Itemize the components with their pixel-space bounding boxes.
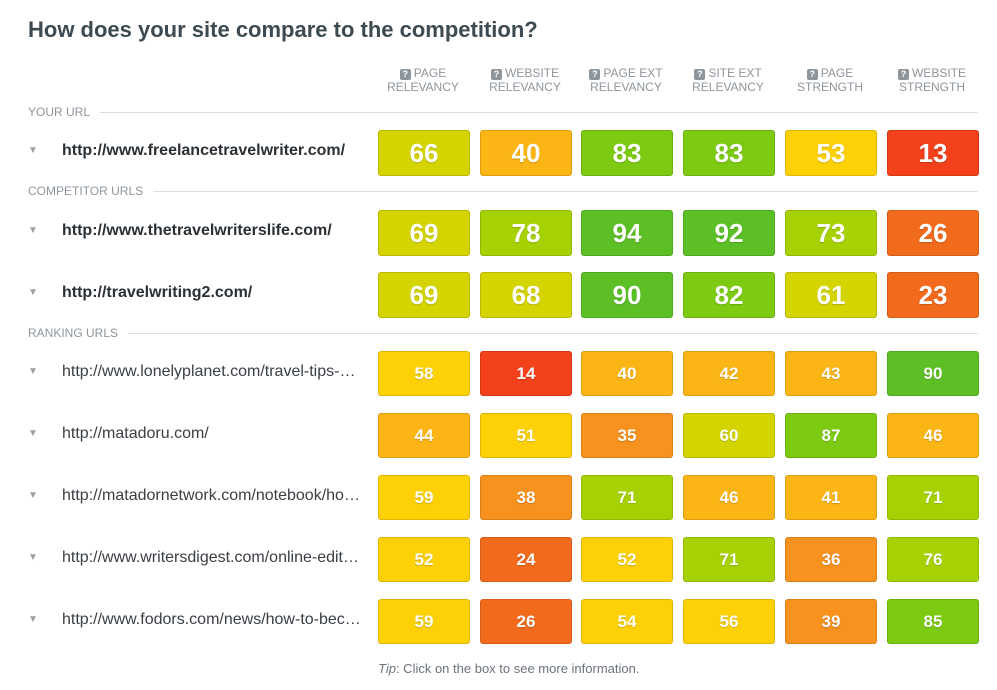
expand-caret-icon[interactable]: ▼ — [28, 145, 38, 156]
score-box[interactable]: 46 — [887, 413, 979, 458]
help-icon[interactable]: ? — [694, 69, 706, 80]
expand-caret-icon[interactable]: ▼ — [28, 365, 38, 377]
column-header-line2: RELEVANCY — [489, 80, 561, 94]
score-box[interactable]: 26 — [480, 599, 572, 644]
column-header-line1: WEBSITE — [911, 66, 966, 80]
score-box[interactable]: 94 — [581, 210, 673, 256]
score-box[interactable]: 85 — [887, 599, 979, 644]
score-box[interactable]: 40 — [581, 351, 673, 396]
column-header[interactable]: ? PAGE EXT RELEVANCY — [580, 66, 672, 94]
score-box[interactable]: 26 — [887, 210, 979, 256]
score-box[interactable]: 71 — [581, 475, 673, 520]
row-url[interactable]: http://matadornetwork.com/notebook/ho… — [62, 486, 360, 504]
score-box[interactable]: 71 — [683, 537, 775, 582]
section-ranking-urls: RANKING URLS — [28, 326, 978, 340]
section-competitor-urls: COMPETITOR URLS — [28, 184, 978, 198]
score-box[interactable]: 61 — [785, 272, 877, 318]
score-box[interactable]: 73 — [785, 210, 877, 256]
column-header-line1: WEBSITE — [504, 66, 559, 80]
score-box[interactable]: 14 — [480, 351, 572, 396]
score-box[interactable]: 42 — [683, 351, 775, 396]
score-box[interactable]: 39 — [785, 599, 877, 644]
tip-text: Tip: Click on the box to see more inform… — [378, 661, 640, 676]
row-url[interactable]: http://matadoru.com/ — [62, 424, 209, 442]
score-box[interactable]: 38 — [480, 475, 572, 520]
score-box[interactable]: 41 — [785, 475, 877, 520]
score-box[interactable]: 66 — [378, 130, 470, 176]
score-box[interactable]: 69 — [378, 272, 470, 318]
score-box[interactable]: 68 — [480, 272, 572, 318]
section-label: RANKING URLS — [28, 326, 119, 340]
score-box[interactable]: 59 — [378, 475, 470, 520]
help-icon[interactable]: ? — [589, 69, 601, 80]
column-header-line1: PAGE — [413, 66, 447, 80]
column-header-line1: PAGE — [820, 66, 854, 80]
column-header[interactable]: ? WEBSITE RELEVANCY — [479, 66, 571, 94]
row-url[interactable]: http://travelwriting2.com/ — [62, 284, 253, 301]
score-box[interactable]: 40 — [480, 130, 572, 176]
column-header-line1: SITE EXT — [708, 66, 762, 80]
section-your-url: YOUR URL — [28, 105, 978, 119]
column-header-line2: STRENGTH — [899, 80, 965, 94]
divider — [100, 111, 978, 113]
row-url[interactable]: http://www.lonelyplanet.com/travel-tips-… — [62, 362, 356, 380]
row-url[interactable]: http://www.writersdigest.com/online-edit… — [62, 548, 359, 566]
score-box[interactable]: 35 — [581, 413, 673, 458]
score-box[interactable]: 51 — [480, 413, 572, 458]
divider — [153, 190, 978, 192]
help-icon[interactable]: ? — [490, 69, 502, 80]
section-label: YOUR URL — [28, 105, 91, 119]
column-header-line2: RELEVANCY — [590, 80, 662, 94]
score-box[interactable]: 83 — [581, 130, 673, 176]
column-header-line2: STRENGTH — [797, 80, 863, 94]
score-box[interactable]: 23 — [887, 272, 979, 318]
expand-caret-icon[interactable]: ▼ — [28, 489, 38, 501]
score-box[interactable]: 58 — [378, 351, 470, 396]
score-box[interactable]: 36 — [785, 537, 877, 582]
score-box[interactable]: 69 — [378, 210, 470, 256]
section-label: COMPETITOR URLS — [28, 184, 144, 198]
column-header-line1: PAGE EXT — [603, 66, 663, 80]
page-title: How does your site compare to the compet… — [28, 17, 538, 42]
score-box[interactable]: 52 — [378, 537, 470, 582]
score-box[interactable]: 43 — [785, 351, 877, 396]
score-box[interactable]: 24 — [480, 537, 572, 582]
row-url[interactable]: http://www.fodors.com/news/how-to-bec… — [62, 610, 361, 628]
row-url[interactable]: http://www.thetravelwriterslife.com/ — [62, 222, 332, 239]
score-box[interactable]: 76 — [887, 537, 979, 582]
score-box[interactable]: 53 — [785, 130, 877, 176]
divider — [128, 332, 978, 334]
score-box[interactable]: 13 — [887, 130, 979, 176]
score-box[interactable]: 92 — [683, 210, 775, 256]
score-box[interactable]: 87 — [785, 413, 877, 458]
score-box[interactable]: 56 — [683, 599, 775, 644]
column-header[interactable]: ? WEBSITE STRENGTH — [886, 66, 978, 94]
expand-caret-icon[interactable]: ▼ — [28, 551, 38, 563]
column-header[interactable]: ? PAGE STRENGTH — [784, 66, 876, 94]
expand-caret-icon[interactable]: ▼ — [28, 287, 38, 298]
help-icon[interactable]: ? — [806, 69, 818, 80]
score-box[interactable]: 83 — [683, 130, 775, 176]
help-icon[interactable]: ? — [897, 69, 909, 80]
column-header[interactable]: ? SITE EXT RELEVANCY — [682, 66, 774, 94]
help-icon[interactable]: ? — [399, 69, 411, 80]
score-box[interactable]: 44 — [378, 413, 470, 458]
score-box[interactable]: 90 — [581, 272, 673, 318]
row-url[interactable]: http://www.freelancetravelwriter.com/ — [62, 142, 346, 159]
column-header-line2: RELEVANCY — [387, 80, 459, 94]
expand-caret-icon[interactable]: ▼ — [28, 613, 38, 625]
expand-caret-icon[interactable]: ▼ — [28, 225, 38, 236]
expand-caret-icon[interactable]: ▼ — [28, 427, 38, 439]
score-box[interactable]: 59 — [378, 599, 470, 644]
score-box[interactable]: 54 — [581, 599, 673, 644]
score-box[interactable]: 90 — [887, 351, 979, 396]
column-header[interactable]: ? PAGE RELEVANCY — [377, 66, 469, 94]
score-box[interactable]: 82 — [683, 272, 775, 318]
score-box[interactable]: 78 — [480, 210, 572, 256]
score-box[interactable]: 46 — [683, 475, 775, 520]
score-box[interactable]: 71 — [887, 475, 979, 520]
column-header-line2: RELEVANCY — [692, 80, 764, 94]
score-box[interactable]: 52 — [581, 537, 673, 582]
score-box[interactable]: 60 — [683, 413, 775, 458]
